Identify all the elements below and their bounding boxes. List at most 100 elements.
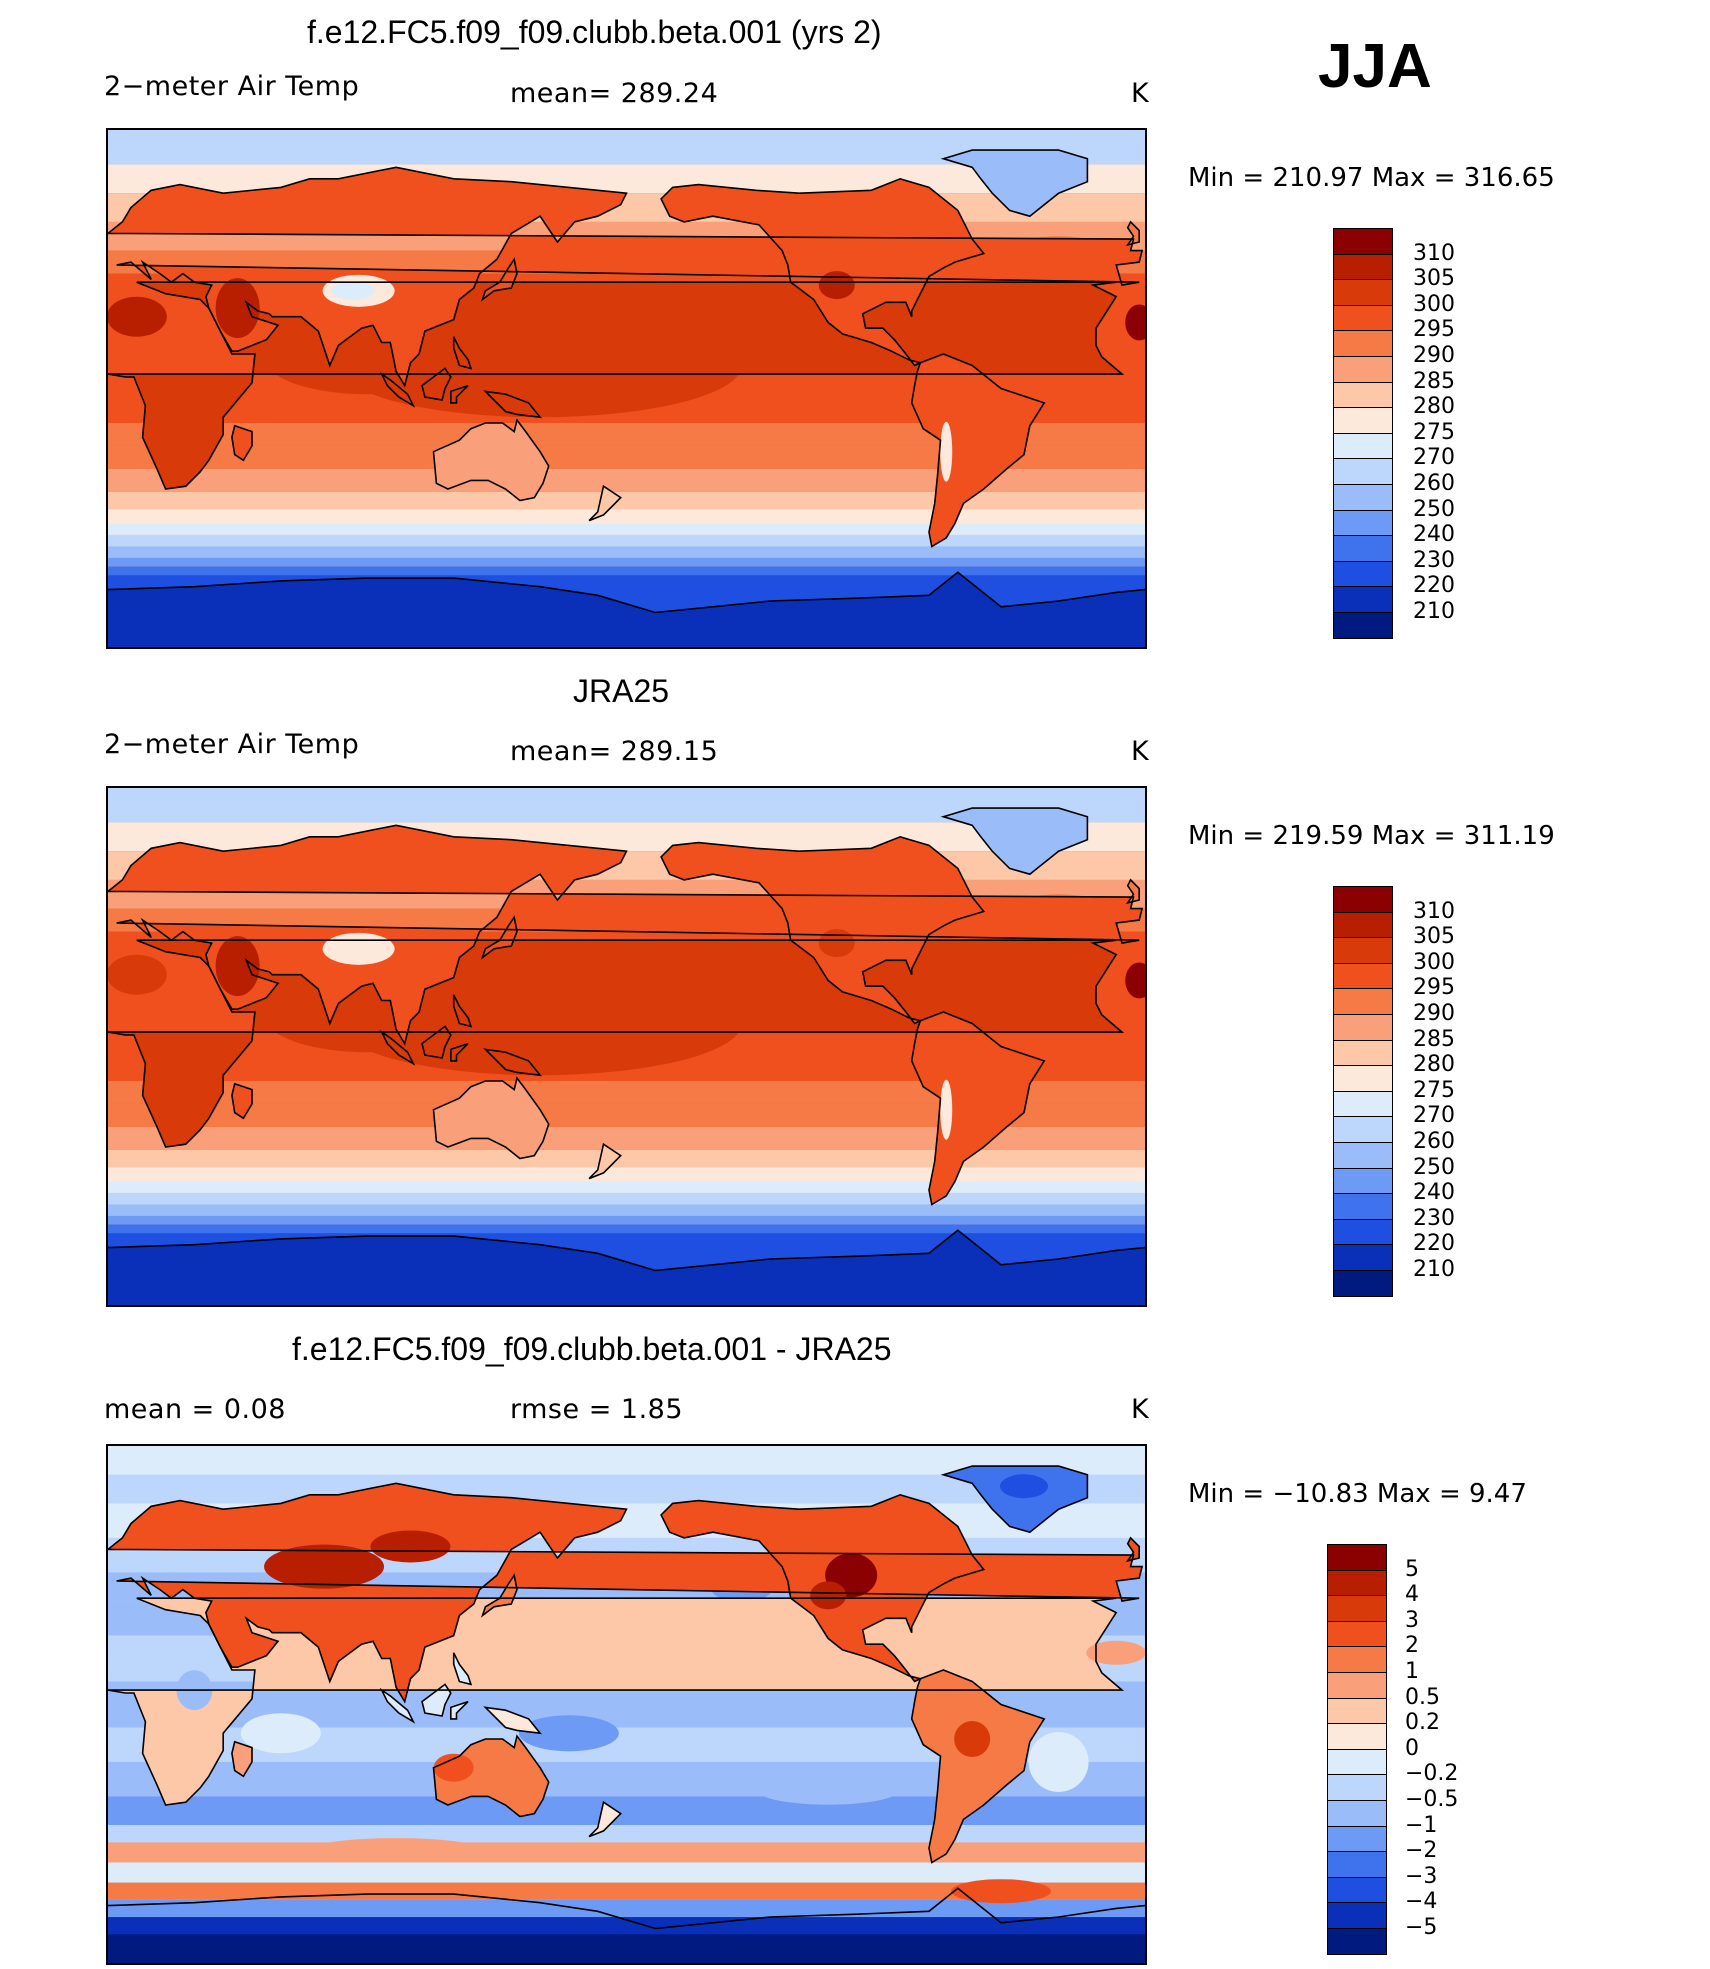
difference-band	[108, 1842, 1145, 1863]
sumatra-coastline	[379, 371, 416, 408]
namerica-coastline	[660, 1493, 986, 1683]
nz-fill	[589, 1802, 621, 1837]
eurasia-coastline	[108, 166, 1144, 388]
colorbar-tick-label: 230	[1413, 1205, 1455, 1231]
newguinea-fill	[485, 391, 541, 418]
philippines-coastline	[452, 336, 473, 370]
sumatra-coastline	[379, 1029, 416, 1066]
colorbar-swatch	[1327, 1595, 1387, 1623]
indonesia2-fill	[450, 1043, 469, 1061]
indonesia2-coastline	[449, 1700, 469, 1720]
greenland-ice	[996, 156, 1053, 185]
madagascar-fill	[231, 425, 252, 461]
colorbar-tick-label: −5	[1405, 1915, 1438, 1940]
namerica-fill	[661, 836, 984, 1024]
panel-3-rmse-label: rmse = 1.85	[510, 1394, 684, 1425]
hot-spot	[215, 936, 260, 997]
australia-fill	[433, 420, 549, 501]
colorbar-swatch	[1333, 228, 1393, 256]
uk-coastline	[1125, 878, 1140, 905]
africa-coastline	[108, 281, 1125, 490]
colorbar-tick-label: 260	[1413, 471, 1455, 496]
colorbar-swatch	[1327, 1569, 1387, 1597]
temperature-band	[108, 1181, 1145, 1193]
hot-spot	[108, 954, 167, 995]
colorbar-tick-label: 0.5	[1405, 1684, 1440, 1710]
colorbar-tick-label: 5	[1405, 1556, 1419, 1582]
colorbar-swatch	[1327, 1928, 1387, 1956]
samerica-coastline	[910, 1011, 1046, 1206]
madagascar-fill	[231, 1083, 252, 1119]
difference-core	[370, 1530, 451, 1563]
temperature-band	[108, 1080, 1145, 1104]
temperature-band	[108, 1103, 1145, 1127]
namerica-fill	[661, 178, 984, 366]
colorbar-tick-label: 250	[1413, 1154, 1455, 1180]
panel-1-mean-label: mean= 289.24	[510, 78, 719, 109]
colorbar-tick-label: 305	[1413, 266, 1455, 292]
colorbar-swatch	[1327, 1774, 1387, 1802]
madagascar-coastline	[231, 424, 253, 462]
colorbar-tick-label: 0	[1405, 1735, 1419, 1761]
hot-spot	[818, 929, 855, 958]
panel-2-variable-label: 2−meter Air Temp	[104, 729, 360, 760]
difference-core	[433, 1753, 474, 1782]
andes-cold	[940, 1079, 953, 1140]
colorbar-tick-label: 1	[1405, 1659, 1419, 1684]
colorbar-swatch	[1333, 586, 1393, 614]
philippines-coastline	[452, 1652, 473, 1686]
colorbar-swatch	[1327, 1646, 1387, 1674]
colorbar-swatch	[1327, 1672, 1387, 1700]
nz-coastline	[588, 1800, 622, 1838]
colorbar-swatch	[1333, 1039, 1393, 1067]
colorbar-tick-label: 300	[1413, 291, 1455, 317]
colorbar-tick-label: 240	[1413, 522, 1455, 548]
colorbar-tick-label: 220	[1413, 573, 1455, 599]
greenland-cold	[1000, 1474, 1049, 1499]
nz-coastline	[588, 1142, 622, 1180]
samerica-fill	[911, 354, 1045, 547]
colorbar-tick-label: 240	[1413, 1180, 1455, 1206]
panel-1-units-label: K	[1131, 78, 1150, 109]
newguinea-fill	[485, 1707, 541, 1734]
colorbar-swatch	[1333, 886, 1393, 914]
newguinea-coastline	[483, 1706, 542, 1735]
borneo-coastline	[421, 1683, 452, 1717]
temperature-band	[108, 468, 1145, 492]
colorbar-swatch	[1327, 1723, 1387, 1751]
colorbar-tick-label: 2	[1405, 1633, 1419, 1659]
temperature-band	[108, 523, 1145, 535]
colorbar-swatch	[1333, 988, 1393, 1016]
colorbar-swatch	[1327, 1620, 1387, 1648]
namerica-coastline	[660, 835, 986, 1025]
colorbar-swatch	[1333, 458, 1393, 486]
hot-spot	[108, 296, 167, 337]
colorbar-swatch	[1333, 911, 1393, 939]
eurasia-fill	[108, 825, 1143, 1044]
colorbar-swatch	[1333, 1116, 1393, 1144]
colorbar-swatch	[1333, 560, 1393, 588]
eurasia-fill	[108, 167, 1143, 386]
colorbar-tick-label: 280	[1413, 394, 1455, 420]
indonesia2-coastline	[449, 1042, 469, 1062]
difference-core	[1086, 1640, 1145, 1665]
colorbar-tick-label: −0.2	[1405, 1761, 1459, 1787]
australia-fill	[433, 1078, 549, 1159]
colorbar-swatch	[1333, 1167, 1393, 1195]
difference-core	[264, 1544, 385, 1589]
colorbar-swatch	[1333, 304, 1393, 332]
newguinea-fill	[485, 1049, 541, 1076]
difference-patch	[240, 1713, 321, 1754]
temperature-band	[108, 1224, 1145, 1234]
difference-patch	[758, 1776, 899, 1805]
colorbar-tick-label: 275	[1413, 419, 1455, 445]
colorbar-tick-label: 250	[1413, 496, 1455, 522]
colorbar-swatch	[1333, 381, 1393, 409]
antarctica-coastline	[108, 571, 1145, 614]
indonesia2-fill	[450, 1701, 469, 1719]
colorbar-swatch	[1327, 1697, 1387, 1725]
madagascar-fill	[231, 1741, 252, 1777]
samerica-fill	[911, 1670, 1045, 1863]
nz-coastline	[588, 484, 622, 522]
colorbar-tick-label: −4	[1405, 1889, 1438, 1915]
